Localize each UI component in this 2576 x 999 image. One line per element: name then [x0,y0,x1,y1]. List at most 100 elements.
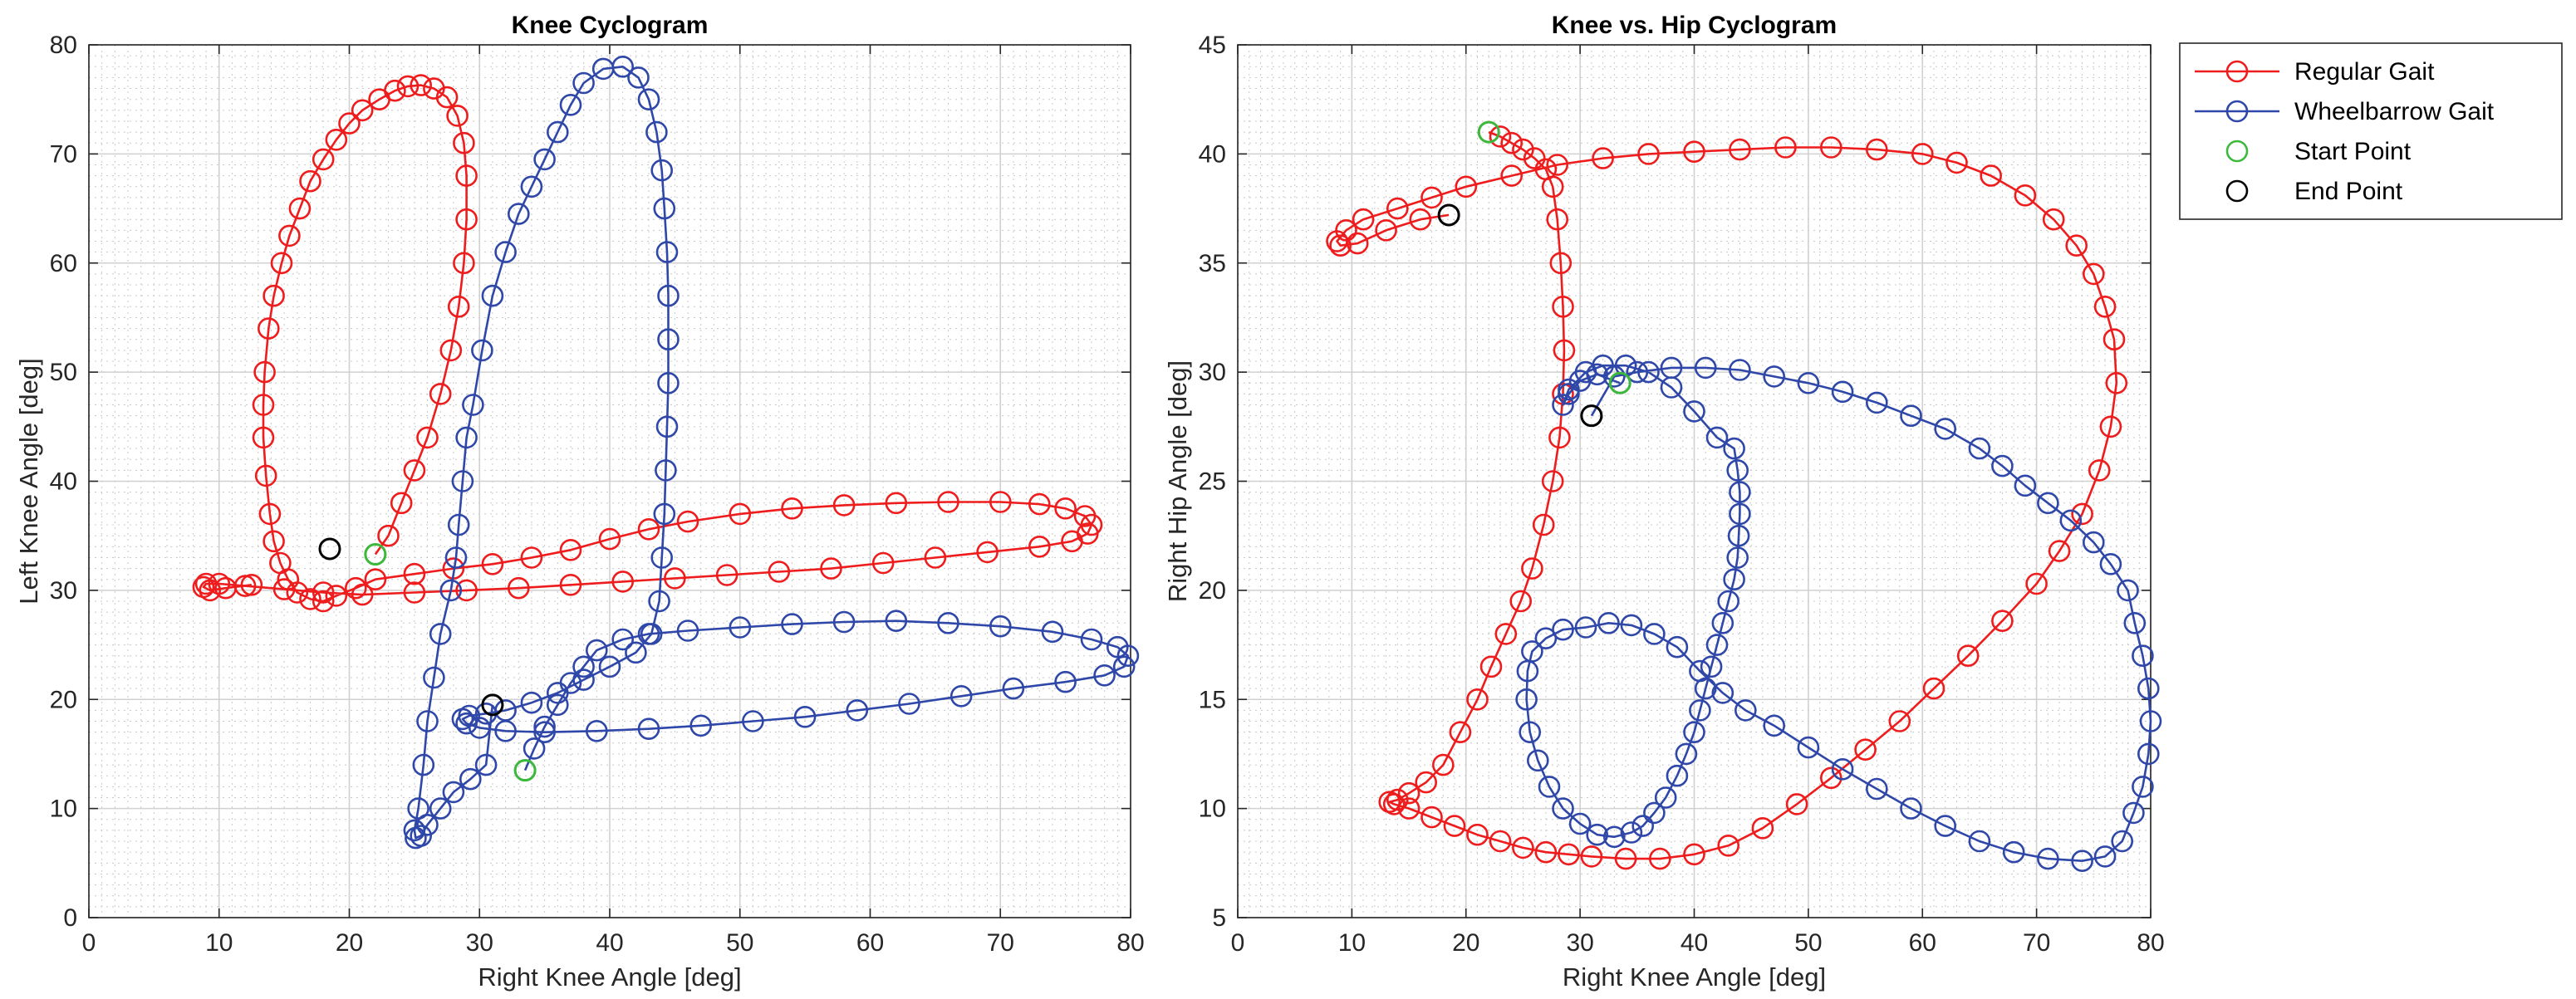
data-point [1866,138,1888,161]
data-point [1329,234,1352,257]
data-point [1028,535,1051,558]
data-point [455,208,478,231]
data-point [559,94,582,116]
data-point [1723,568,1745,591]
data-point [1002,677,1025,700]
data-point [832,610,856,634]
data-point [494,241,517,263]
data-point [1694,356,1717,380]
data-point [781,613,803,635]
y-tick-label: 30 [1199,359,1226,386]
data-point [1500,131,1523,154]
data-point [1382,793,1406,815]
data-point [715,564,738,586]
data-point [1386,788,1409,811]
data-point [676,619,699,642]
data-point [653,502,676,526]
data-point [1552,618,1574,641]
data-point [1054,670,1077,693]
data-point [390,492,413,515]
data-point [1449,721,1472,744]
data-point [1116,644,1140,668]
data-point [214,576,237,600]
data-point [1568,812,1592,835]
x-tick-label: 60 [1909,929,1936,957]
regular-gait-start-marker [1477,120,1500,144]
data-point [459,767,482,791]
data-point [299,588,321,610]
data-point [455,164,478,187]
y-tick-label: 10 [50,796,77,823]
data-point [585,639,608,662]
series-line [413,66,1130,840]
x-tick-label: 40 [1681,929,1708,957]
x-tick-label: 80 [1116,929,1144,957]
data-point [2002,840,2025,864]
data-point [1538,776,1561,798]
data-point [627,66,650,89]
data-point [1705,634,1729,656]
data-point [1041,620,1064,644]
data-point [507,203,530,225]
data-point [2014,474,2037,497]
data-point [1643,801,1666,825]
x-tick-label: 20 [1452,929,1479,957]
data-point [312,590,335,613]
data-point [1735,699,1757,722]
data-point [423,77,445,100]
data-point [2132,776,2154,798]
x-tick-label: 40 [596,929,623,957]
data-point [585,719,608,742]
x-tick-label: 30 [466,929,493,957]
data-point [1541,470,1564,492]
data-point [546,120,569,144]
data-point [2071,502,2093,526]
series-line [202,84,1093,603]
x-tick-label: 60 [856,929,884,957]
data-point [1820,136,1842,159]
data-point [2137,742,2160,766]
data-point [1603,365,1626,388]
data-point [462,394,484,416]
data-point [657,371,680,394]
data-point [1649,847,1671,870]
data-point [1512,138,1534,161]
data-point [494,699,517,722]
data-point [1552,295,1574,318]
data-point [598,527,621,551]
data-point [288,197,312,220]
series-line [1336,130,2118,860]
data-point [1386,197,1409,220]
data-point [403,581,426,604]
data-point [1729,138,1751,161]
data-point [655,459,677,482]
data-point [976,541,999,564]
data-point [1705,426,1729,449]
data-point [2088,459,2111,482]
data-point [471,339,493,362]
data-point [1523,147,1546,169]
data-point [1831,380,1854,404]
x-tick-label: 0 [1231,929,1245,957]
data-point [640,623,663,645]
data-point [1541,175,1564,198]
data-point [1854,738,1877,761]
y-tick-label: 80 [50,32,77,59]
y-tick-label: 70 [50,140,77,168]
data-point [1527,749,1549,772]
data-point [2105,371,2128,394]
legend-box [2179,42,2563,220]
series-line [1525,364,2152,862]
data-point [2093,845,2117,868]
data-point [2111,830,2133,853]
data-point [429,797,452,820]
y-tick-label: 10 [1199,796,1226,823]
data-point [2042,208,2065,231]
wheelbarrow-gait-start-marker [513,759,537,782]
data-point [1443,815,1466,837]
data-point [439,579,463,602]
data-point [637,717,660,741]
data-point [253,360,276,384]
data-point [1797,736,1820,759]
data-point [1432,753,1455,776]
